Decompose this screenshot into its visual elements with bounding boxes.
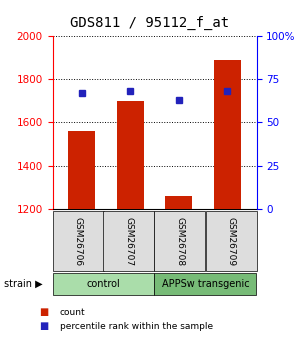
Bar xyxy=(165,196,192,209)
Text: ■: ■ xyxy=(39,321,48,331)
Text: percentile rank within the sample: percentile rank within the sample xyxy=(60,322,213,331)
Text: GSM26709: GSM26709 xyxy=(226,217,236,266)
Text: strain ▶: strain ▶ xyxy=(4,279,43,289)
Bar xyxy=(214,60,241,209)
Text: GSM26708: GSM26708 xyxy=(176,217,184,266)
Text: count: count xyxy=(60,308,85,317)
Text: GSM26707: GSM26707 xyxy=(124,217,134,266)
Bar xyxy=(68,131,95,209)
Text: control: control xyxy=(87,279,120,289)
Text: GSM26706: GSM26706 xyxy=(74,217,82,266)
Text: GDS811 / 95112_f_at: GDS811 / 95112_f_at xyxy=(70,16,230,30)
Bar xyxy=(117,101,144,209)
Text: ■: ■ xyxy=(39,307,48,317)
Text: APPSw transgenic: APPSw transgenic xyxy=(162,279,249,289)
